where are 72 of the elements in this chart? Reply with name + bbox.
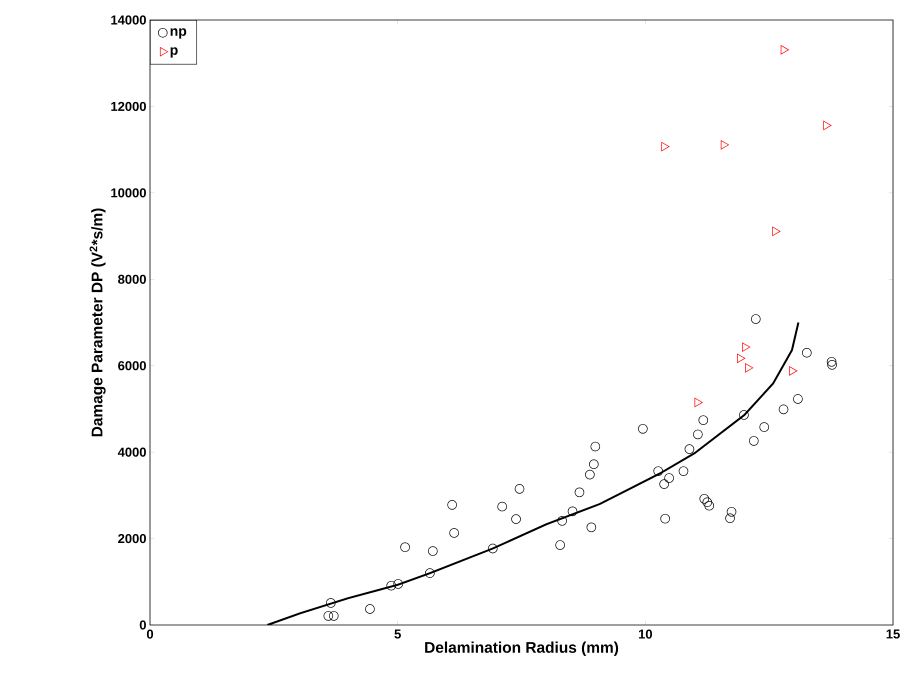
point [326, 598, 336, 608]
y-tick-label: 14000 [111, 15, 146, 25]
y-tick-label: 2000 [118, 534, 146, 544]
x-tick-label: 5 [394, 630, 401, 639]
point [802, 348, 812, 358]
point [574, 488, 584, 498]
point [590, 442, 600, 452]
y-tick-label: 4000 [118, 448, 146, 457]
point [694, 398, 703, 408]
point [699, 494, 710, 504]
point [638, 424, 648, 434]
y-axis-title: Damage Parameter DP (V$^{2}$*s/m) [90, 208, 106, 436]
point [588, 459, 599, 470]
point [684, 444, 694, 454]
point [748, 436, 759, 446]
y-tick-label: 6000 [118, 361, 146, 370]
point [780, 45, 789, 54]
legend-label: np [170, 28, 186, 39]
point [323, 611, 334, 621]
y-tick-label: 12000 [111, 102, 146, 112]
point [725, 513, 735, 524]
legend-label: p [170, 47, 178, 58]
point [704, 500, 714, 511]
point [702, 497, 712, 508]
point [488, 544, 498, 554]
point [737, 354, 746, 364]
point [678, 466, 688, 476]
point [568, 506, 578, 516]
point [653, 466, 664, 476]
point [661, 142, 670, 152]
point [739, 410, 749, 420]
y-tick-label: 10000 [111, 188, 146, 198]
x-axis-title: Delamination Radius (mm) [425, 642, 618, 656]
point [555, 540, 565, 550]
point [742, 342, 750, 352]
point [447, 500, 457, 510]
point [693, 430, 703, 440]
point [660, 514, 670, 524]
point [789, 366, 798, 376]
x-tick-label: 10 [638, 630, 652, 639]
point [400, 542, 410, 552]
point [750, 314, 761, 324]
point [827, 360, 837, 370]
point [514, 484, 524, 494]
point [425, 568, 435, 578]
point [586, 522, 596, 532]
point [772, 226, 780, 236]
point [585, 470, 595, 480]
point [698, 415, 708, 425]
point [726, 506, 736, 517]
point [664, 473, 674, 483]
point [393, 579, 403, 589]
point [449, 528, 459, 538]
point [557, 516, 567, 526]
point [659, 479, 669, 489]
point [497, 502, 508, 512]
x-tick-label: 15 [886, 630, 900, 639]
point [328, 611, 339, 621]
y-tick-label: 0 [140, 620, 146, 630]
point [793, 394, 803, 404]
point [511, 514, 521, 524]
point [778, 404, 788, 414]
point [759, 422, 770, 432]
point [826, 356, 836, 367]
point [823, 120, 832, 130]
x-tick-label: 0 [146, 630, 154, 639]
point [428, 546, 438, 556]
point [365, 604, 375, 614]
point [386, 580, 396, 591]
y-tick-label: 8000 [118, 274, 146, 284]
point [745, 363, 754, 373]
point [720, 140, 729, 150]
